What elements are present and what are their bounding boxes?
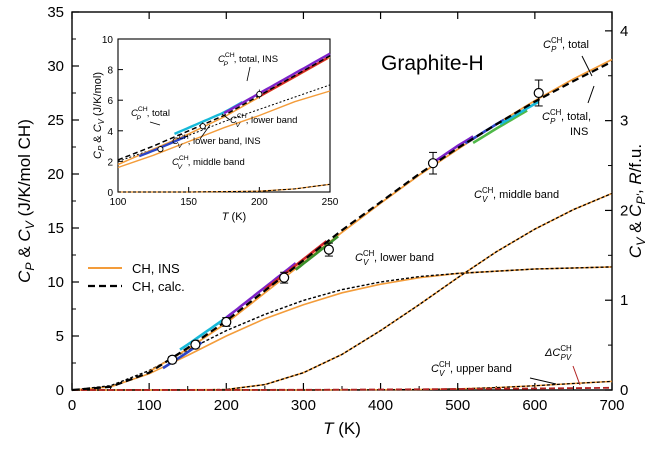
y-right-tick-label: 1 [620,292,628,309]
annotation-upper-band: CCH V, upper band [431,360,512,378]
inset-y-tick-label: 10 [102,35,114,46]
inset-series-line [118,183,331,193]
annotation-arrow [572,365,581,386]
ins-segment [472,109,528,145]
x-tick-label: 0 [68,397,76,414]
annotation-total: CCH P, total [543,36,589,54]
inset-x-tick-label: 150 [180,197,197,208]
data-point [190,339,201,350]
legend-label-calc: CH, calc. [132,279,185,294]
x-tick-label: 500 [445,397,470,414]
x-tick-label: 300 [291,397,316,414]
annotation-lower-band: CCH V, lower band [355,249,434,267]
y-tick-label: 30 [47,58,64,75]
annotation-total-ins-line2: INS [570,126,588,138]
inset-annotation-arrow [149,121,161,126]
annotation-middle-band: CCH V, middle band [474,186,559,204]
y-right-tick-label: 2 [620,202,628,219]
inset-x-tick-label: 200 [251,197,268,208]
inset-ins-segment [223,52,331,115]
series-line [72,192,613,391]
ins-segment [433,135,474,163]
x-tick-label: 700 [599,397,624,414]
y-right-tick-label: 4 [620,23,628,40]
annotation-arrow [581,55,593,77]
main-plot: 0 100 200 300 400 500 600 700051015202530350123… [15,4,648,438]
data-point [167,354,178,365]
x-axis-label: T (K) [323,419,361,438]
y-axis-label: CP & CV (J/K/mol CH) [15,119,37,283]
inset-y-tick-label: 6 [107,96,113,107]
ins-segment [225,262,297,319]
inset-y-tick-label: 4 [107,127,113,138]
inset-data-point [199,123,206,130]
data-point [323,244,334,255]
ins-segment [294,235,339,271]
y-tick-label: 25 [47,112,64,129]
ins-segment [499,100,540,126]
legend-label-ins: CH, INS [132,261,180,276]
chart-title: Graphite-H [381,52,484,75]
annotation-delta-cpv: ΔCCH PV [544,344,572,362]
y-right-axis-label: CV & CP', R/f.u. [626,144,648,258]
inset-annotation-arrow [221,113,231,121]
inset-data-point [256,91,263,98]
series-line [71,386,613,391]
inset-y-tick-label: 0 [107,188,113,199]
inset-series-line [117,90,331,169]
inset-x-tick-label: 250 [322,197,339,208]
x-tick-label: 400 [368,397,393,414]
inset-y-tick-label: 2 [107,157,113,168]
inset-y-axis-label: CP & CV (J/K/mol) [92,72,106,159]
series-line [71,266,613,391]
annotation-arrow [587,85,595,104]
series-line [71,60,613,392]
inset-annotation-lower-band: CCH V, lower band [230,113,297,129]
inset-annotation-arrow [246,66,251,82]
inset-annotation-lower-band-ins: CCH V, lower band, INS [172,134,261,150]
x-tick-label: 600 [522,397,547,414]
y-tick-label: 5 [56,328,64,345]
y-right-tick-label: 0 [620,382,628,399]
inset-y-tick-label: 8 [107,66,113,77]
inset-ins-segment [138,135,187,158]
data-point [533,87,544,99]
inset-annotation-middle-band: CCH V, middle band [172,155,245,171]
inset-annotation-total-ins: CCH P, total, INS [218,52,278,68]
inset-x-tick-label: 100 [110,197,127,208]
data-point [279,272,290,283]
y-tick-label: 35 [47,4,64,21]
data-point [221,316,232,328]
x-tick-label: 100 [137,397,162,414]
data-point [427,158,439,169]
annotation-total-ins: CCH P, total, [542,108,591,126]
annotation-arrow [529,377,557,385]
y-tick-label: 0 [56,382,64,399]
inset-data-point [157,146,164,153]
x-tick-label: 200 [214,397,239,414]
inset-x-axis-label: T (K) [222,211,246,223]
y-tick-label: 20 [47,166,64,183]
inset-annotation-total: CCH P, total [131,106,170,122]
inset-annotation-arrow [199,124,211,140]
inset-plot: 100 150 200 250 0 2 4 6 8 10 T (K) CP & CV (J/K/mol… [92,35,339,223]
y-tick-label: 15 [47,220,64,237]
y-right-tick-label: 3 [620,113,628,130]
y-tick-label: 10 [47,274,64,291]
